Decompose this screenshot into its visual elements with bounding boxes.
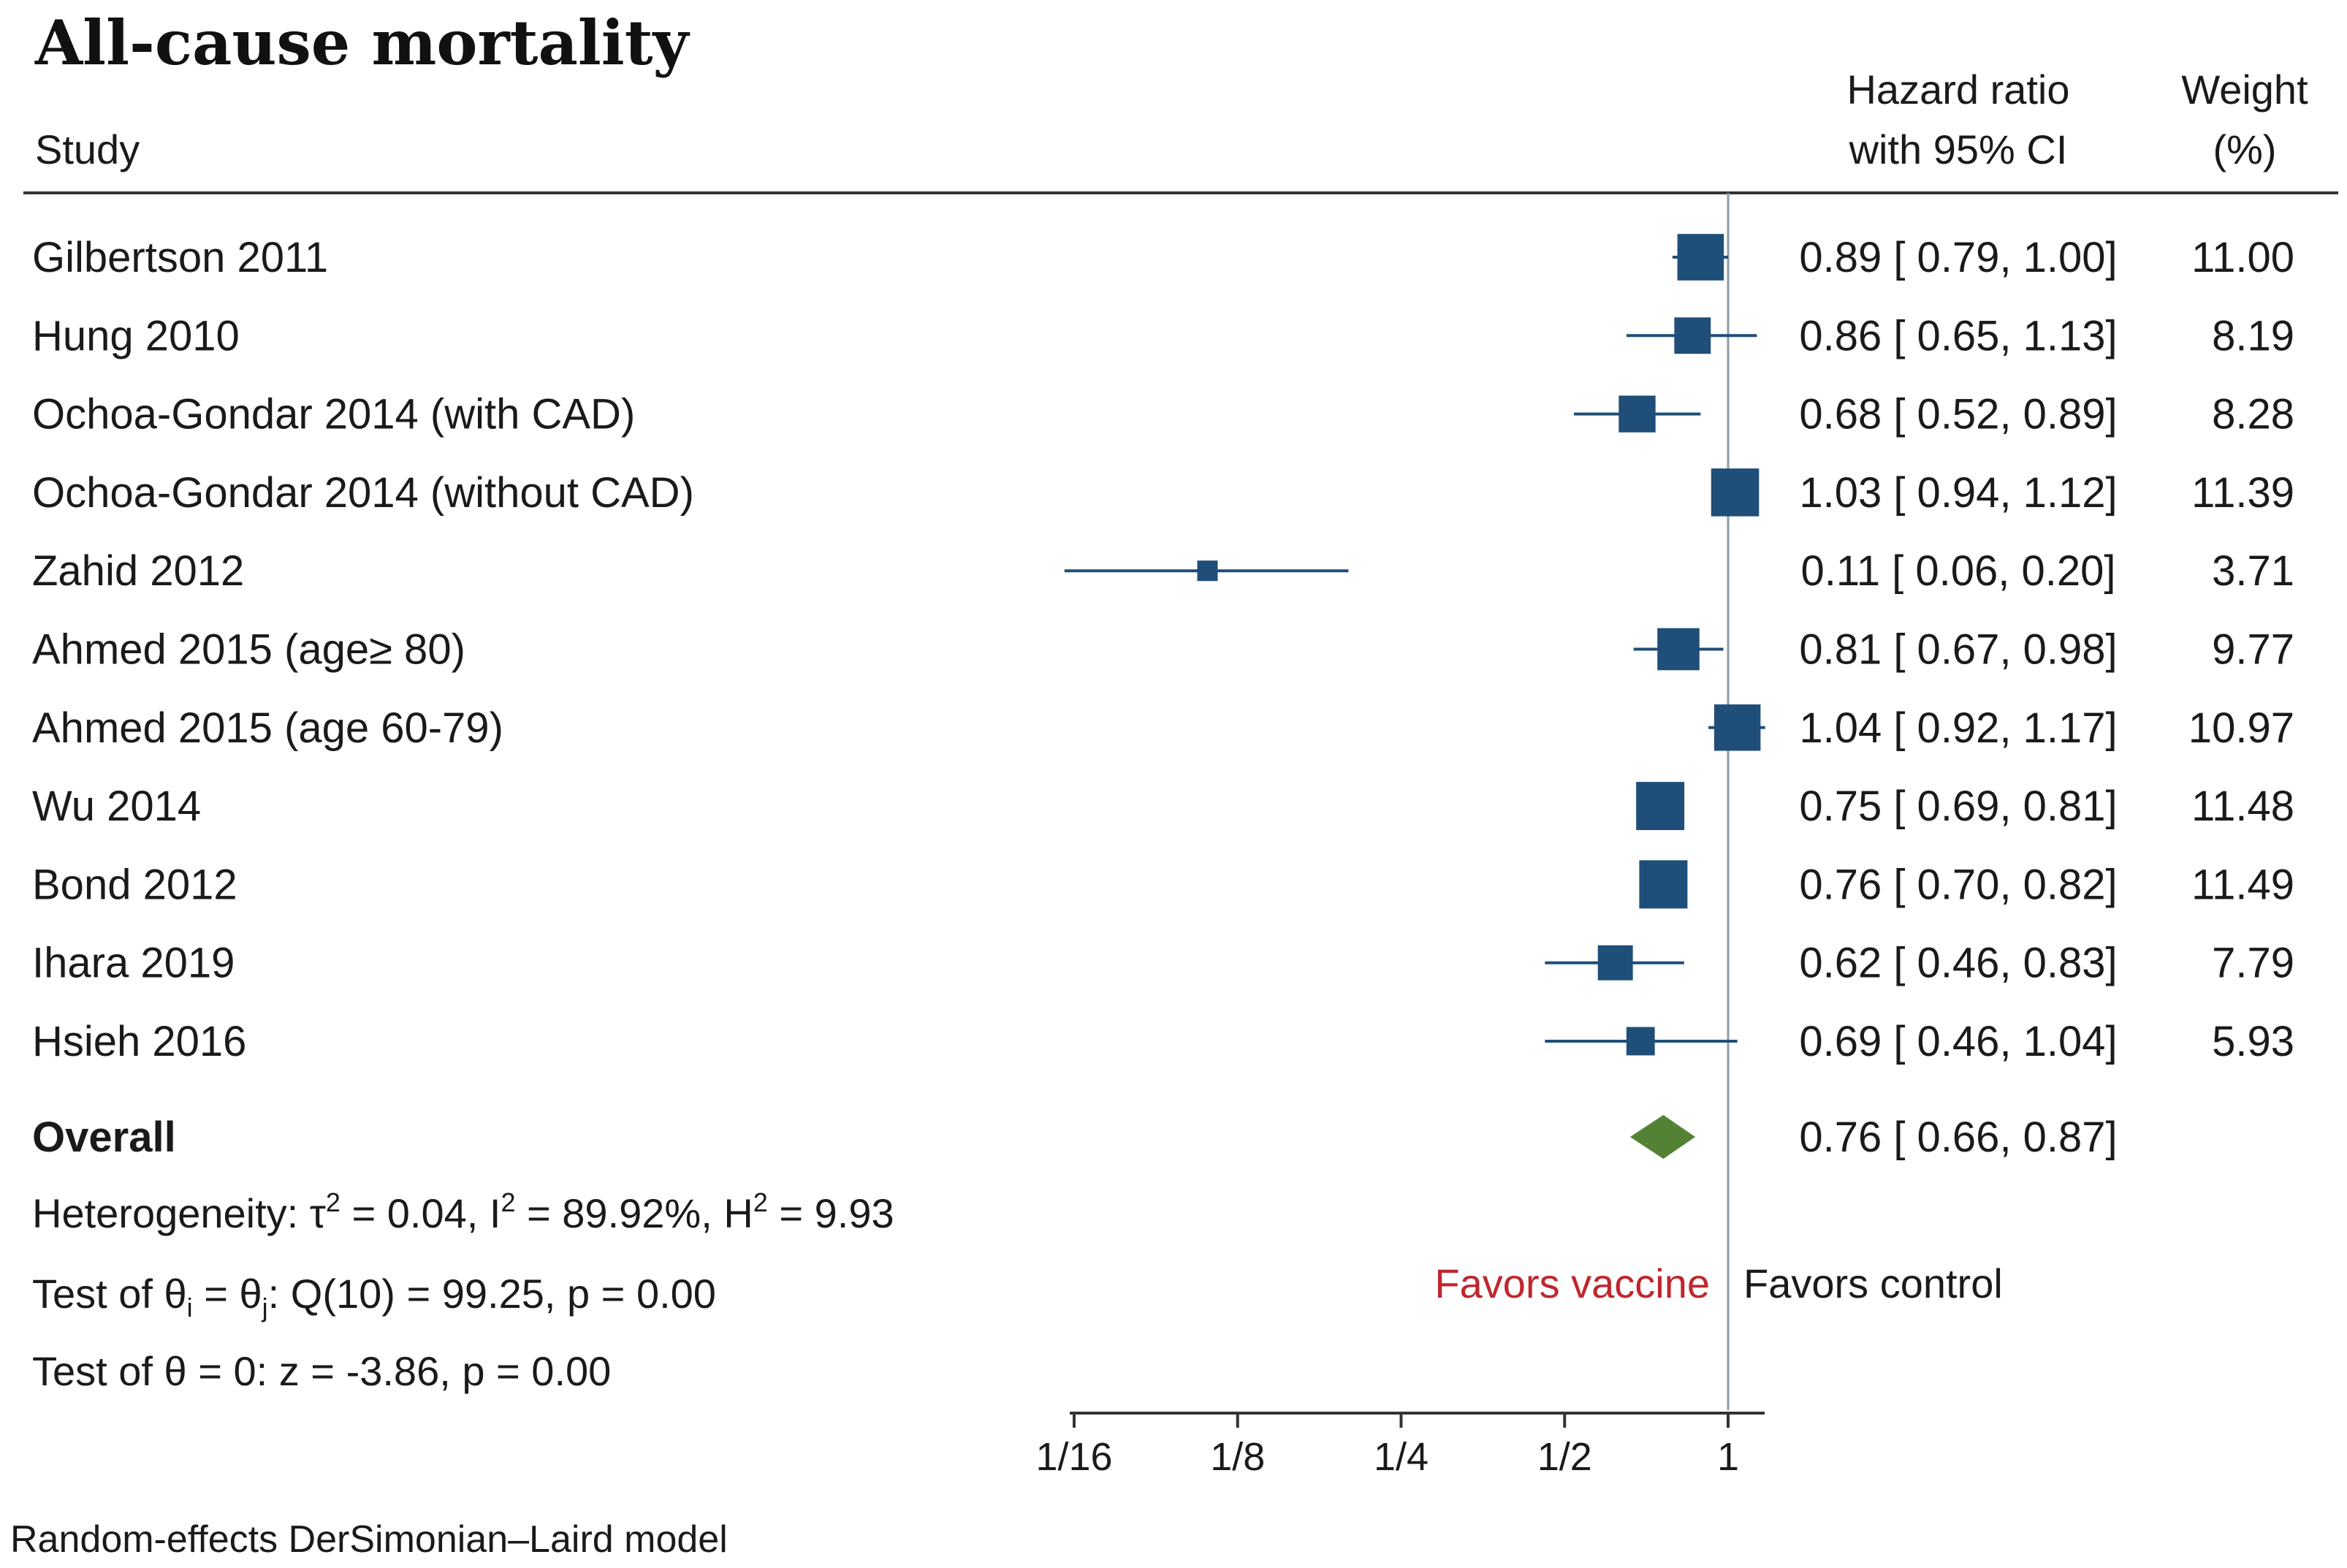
study-name: Ochoa-Gondar 2014 (without CAD) (32, 469, 694, 517)
study-row: Gilbertson 2011 0.89 [ 0.79, 1.00] 11.00 (32, 234, 2294, 281)
study-row: Zahid 2012 0.11 [ 0.06, 0.20] 3.71 (32, 547, 2294, 595)
study-weight: 11.49 (2191, 861, 2294, 908)
header-weight-unit: (%) (2213, 126, 2276, 172)
overall-row: Overall 0.76 [ 0.66, 0.87] (32, 1114, 2118, 1161)
header-ci: with 95% CI (1849, 126, 2068, 172)
study-name: Gilbertson 2011 (32, 234, 328, 281)
hazard-ratio-ci: 1.03 [ 0.94, 1.12] (1799, 469, 2117, 517)
hazard-ratio-ci: 0.69 [ 0.46, 1.04] (1799, 1018, 2117, 1065)
study-weight: 7.79 (2212, 940, 2294, 987)
test-theta-zero-stat: Test of θ = 0: z = -3.86, p = 0.00 (32, 1348, 611, 1394)
study-weight: 3.71 (2212, 547, 2294, 595)
hazard-ratio-ci: 0.76 [ 0.70, 0.82] (1799, 861, 2117, 908)
x-tick-label: 1/16 (1035, 1435, 1112, 1479)
study-name: Wu 2014 (32, 783, 201, 830)
study-weight: 5.93 (2212, 1018, 2294, 1065)
favors-control-label: Favors control (1743, 1260, 2003, 1306)
study-row: Hsieh 2016 0.69 [ 0.46, 1.04] 5.93 (32, 1018, 2294, 1065)
header-study: Study (35, 126, 140, 172)
effect-marker (1711, 468, 1760, 517)
hazard-ratio-ci: 0.68 [ 0.52, 0.89] (1799, 391, 2117, 438)
x-tick-label: 1/2 (1537, 1435, 1592, 1479)
study-row: Hung 2010 0.86 [ 0.65, 1.13] 8.19 (32, 312, 2294, 359)
overall-label: Overall (32, 1114, 176, 1161)
study-name: Hung 2010 (32, 312, 240, 359)
model-footnote: Random-effects DerSimonian–Laird model (10, 1518, 728, 1561)
effect-marker (1657, 628, 1700, 671)
effect-marker (1197, 560, 1218, 582)
effect-marker (1636, 782, 1685, 831)
study-weight: 10.97 (2188, 704, 2294, 752)
study-row: Ahmed 2015 (age≥ 80) 0.81 [ 0.67, 0.98] 9.… (32, 626, 2294, 674)
header-hazard-ratio: Hazard ratio (1846, 66, 2069, 113)
effect-marker (1639, 860, 1688, 909)
study-weight: 9.77 (2212, 626, 2294, 674)
study-weight: 8.19 (2212, 312, 2294, 359)
study-row: Ochoa-Gondar 2014 (without CAD) 1.03 [ 0.… (32, 468, 2294, 517)
effect-marker (1677, 234, 1724, 281)
study-name: Ahmed 2015 (age 60-79) (32, 704, 503, 752)
hazard-ratio-ci: 0.81 [ 0.67, 0.98] (1799, 626, 2117, 674)
hazard-ratio-ci: 0.11 [ 0.06, 0.20] (1800, 547, 2115, 595)
study-weight: 11.48 (2191, 783, 2294, 830)
study-name: Ahmed 2015 (age≥ 80) (32, 626, 465, 674)
hazard-ratio-ci: 1.04 [ 0.92, 1.17] (1799, 704, 2117, 752)
overall-ci: 0.76 [ 0.66, 0.87] (1799, 1114, 2117, 1161)
test-theta-ij-stat: Test of θi = θj: Q(10) = 99.25, p = 0.00 (32, 1271, 716, 1322)
effect-marker (1626, 1027, 1655, 1056)
study-weight: 11.00 (2191, 234, 2294, 281)
study-row: Ahmed 2015 (age 60-79) 1.04 [ 0.92, 1.17]… (32, 704, 2294, 752)
effect-marker (1597, 945, 1633, 981)
hazard-ratio-ci: 0.75 [ 0.69, 0.81] (1799, 783, 2117, 830)
study-row: Ochoa-Gondar 2014 (with CAD) 0.68 [ 0.52,… (32, 391, 2294, 438)
study-row: Bond 2012 0.76 [ 0.70, 0.82] 11.49 (32, 860, 2294, 909)
header-weight: Weight (2181, 66, 2308, 113)
study-name: Bond 2012 (32, 861, 237, 908)
x-tick-label: 1/8 (1210, 1435, 1265, 1479)
favors-vaccine-label: Favors vaccine (1434, 1260, 1710, 1306)
study-row: Ihara 2019 0.62 [ 0.46, 0.83] 7.79 (32, 940, 2294, 987)
overall-diamond (1629, 1115, 1696, 1159)
effect-marker (1618, 395, 1656, 433)
study-name: Ochoa-Gondar 2014 (with CAD) (32, 391, 635, 438)
study-rows: Gilbertson 2011 0.89 [ 0.79, 1.00] 11.00 Hu… (32, 234, 2294, 1065)
x-axis: 1/16 1/8 1/4 1/2 1 (1035, 1412, 1765, 1479)
hazard-ratio-ci: 0.86 [ 0.65, 1.13] (1799, 312, 2117, 359)
study-row: Wu 2014 0.75 [ 0.69, 0.81] 11.48 (32, 782, 2294, 830)
chart-title: All-cause mortality (34, 7, 690, 79)
study-name: Hsieh 2016 (32, 1018, 246, 1065)
study-name: Ihara 2019 (32, 940, 235, 987)
study-weight: 11.39 (2191, 469, 2294, 517)
study-weight: 8.28 (2212, 391, 2294, 438)
effect-marker (1713, 704, 1761, 751)
hazard-ratio-ci: 0.62 [ 0.46, 0.83] (1799, 940, 2117, 987)
x-tick-label: 1/4 (1374, 1435, 1429, 1479)
heterogeneity-stat: Heterogeneity: τ2 = 0.04, I2 = 89.92%, H… (32, 1187, 894, 1236)
study-name: Zahid 2012 (32, 547, 244, 595)
effect-marker (1674, 317, 1711, 354)
hazard-ratio-ci: 0.89 [ 0.79, 1.00] (1799, 234, 2117, 281)
x-tick-label: 1 (1717, 1435, 1739, 1479)
